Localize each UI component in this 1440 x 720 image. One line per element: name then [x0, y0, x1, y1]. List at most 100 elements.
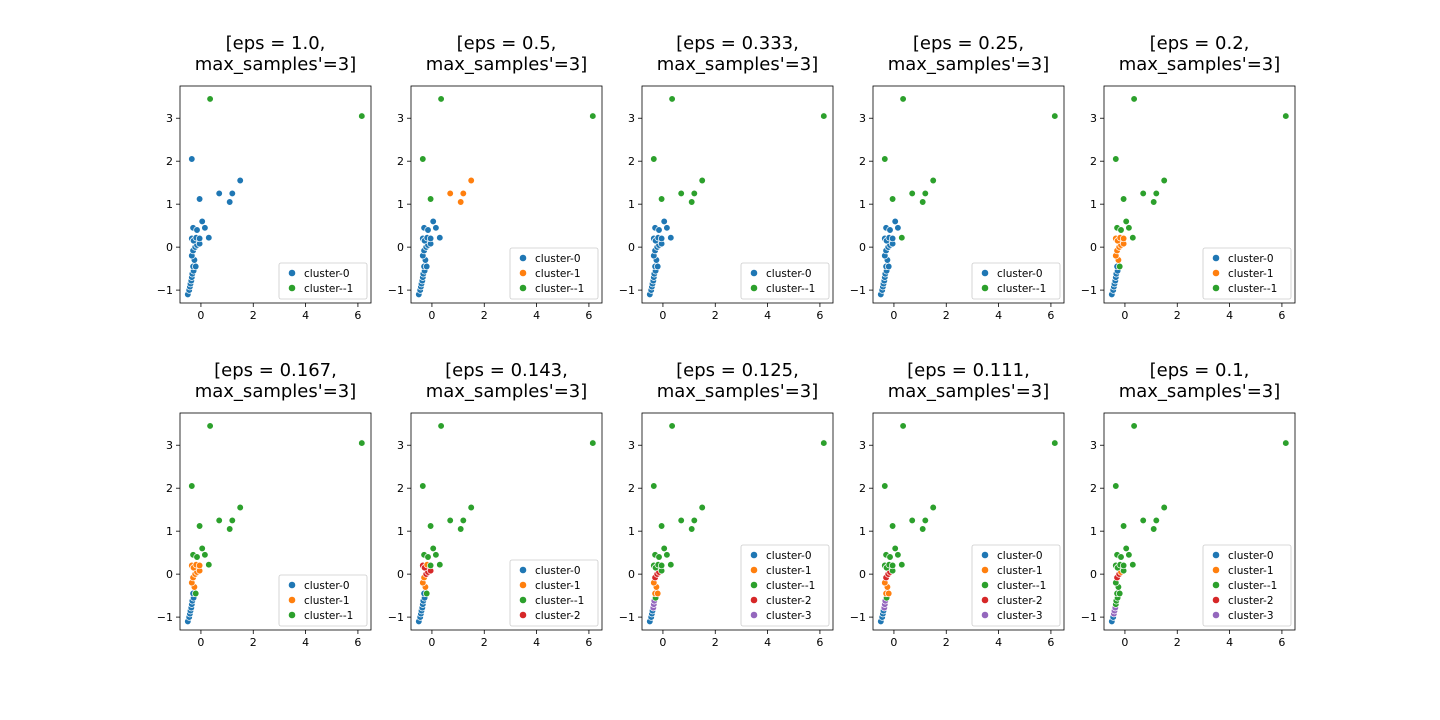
- y-tick-label: −1: [850, 284, 866, 297]
- y-tick-label: −1: [619, 284, 635, 297]
- legend-box: [971, 544, 1061, 627]
- subplot-title-line: max_samples'=3]: [888, 381, 1050, 402]
- legend-label: cluster-1: [304, 595, 350, 607]
- x-tick-label: 4: [533, 636, 540, 649]
- legend-marker: [288, 611, 296, 619]
- data-point: [1125, 224, 1133, 232]
- data-point: [1150, 525, 1158, 533]
- x-tick-label: 2: [943, 636, 950, 649]
- data-point: [1051, 439, 1059, 447]
- data-point: [657, 561, 666, 570]
- legend-box: [971, 262, 1061, 300]
- x-tick-label: 0: [197, 636, 204, 649]
- y-tick-label: −1: [157, 611, 173, 624]
- legend-marker: [750, 581, 758, 589]
- legend: cluster-0 cluster-1 cluster--1 cluster-2: [509, 559, 599, 627]
- data-point: [198, 217, 206, 226]
- data-point: [1160, 176, 1168, 185]
- legend-marker: [981, 269, 989, 277]
- y-tick-label: 1: [166, 525, 173, 538]
- legend: cluster-0 cluster-1 cluster--1: [278, 574, 368, 627]
- data-point: [1119, 561, 1128, 570]
- data-point: [663, 551, 671, 559]
- legend-marker: [981, 566, 989, 574]
- legend-label: cluster-3: [997, 610, 1043, 622]
- data-point: [660, 217, 668, 226]
- y-tick-label: 0: [166, 568, 173, 581]
- y-tick-label: 2: [166, 482, 173, 495]
- legend: cluster-0 cluster--1: [971, 262, 1061, 300]
- subplot-title-line: max_samples'=3]: [426, 54, 588, 75]
- x-tick-label: 6: [585, 636, 592, 649]
- subplot-title: [eps = 0.1, max_samples'=3]: [1119, 360, 1281, 402]
- x-tick-label: 6: [816, 636, 823, 649]
- data-point: [668, 422, 676, 430]
- data-point: [698, 176, 706, 185]
- data-point: [437, 95, 445, 103]
- x-tick-label: 0: [659, 309, 666, 322]
- y-tick-label: 2: [166, 155, 173, 168]
- data-point: [667, 561, 675, 569]
- data-point: [1117, 226, 1125, 234]
- data-point: [467, 176, 475, 185]
- legend-label: cluster--1: [304, 283, 353, 295]
- data-point: [881, 482, 889, 490]
- scatter-points: [184, 95, 366, 299]
- data-point: [1122, 217, 1130, 226]
- scatter-points: [415, 95, 597, 299]
- data-point: [1129, 561, 1137, 569]
- data-point: [432, 551, 440, 559]
- data-point: [195, 561, 204, 570]
- legend-box: [278, 262, 368, 300]
- x-tick-label: 0: [428, 636, 435, 649]
- subplot-title-line: [eps = 1.0,: [226, 33, 326, 54]
- data-point: [1119, 195, 1128, 203]
- legend: cluster-0 cluster-1 cluster--1: [509, 247, 599, 300]
- data-point: [894, 224, 902, 232]
- subplot-10: [eps = 0.1, max_samples'=3] 0 2 4 6 −1 0 1 2 3 clus…: [1081, 360, 1296, 649]
- data-point: [1125, 551, 1133, 559]
- subplot-8: [eps = 0.125, max_samples'=3] 0 2 4 6 −1 0 1 2 3 cl…: [619, 360, 834, 649]
- legend-marker: [1212, 254, 1220, 262]
- legend-marker: [750, 596, 758, 604]
- data-point: [193, 226, 201, 234]
- legend-label: cluster-3: [1228, 610, 1274, 622]
- y-tick-label: 2: [859, 155, 866, 168]
- legend-marker: [981, 551, 989, 559]
- data-point: [429, 217, 437, 226]
- scatter-points: [184, 422, 366, 626]
- subplot-title-line: max_samples'=3]: [1119, 381, 1281, 402]
- legend-label: cluster--1: [997, 580, 1046, 592]
- subplot-title-line: max_samples'=3]: [657, 381, 819, 402]
- data-point: [690, 516, 698, 525]
- data-point: [1119, 522, 1128, 530]
- legend-marker: [750, 284, 758, 292]
- data-point: [206, 422, 214, 430]
- data-point: [228, 189, 236, 198]
- data-point: [1139, 516, 1147, 525]
- data-point: [667, 234, 675, 242]
- axes-frame: [179, 85, 372, 304]
- data-point: [198, 544, 206, 553]
- legend: cluster-0 cluster-1 cluster--1 cluster-2 clu…: [1202, 544, 1292, 627]
- data-point: [215, 189, 223, 198]
- axes-frame: [641, 412, 834, 631]
- data-point: [188, 482, 196, 490]
- x-tick-label: 2: [1174, 636, 1181, 649]
- x-tick-label: 2: [250, 636, 257, 649]
- data-point: [657, 234, 666, 243]
- data-point: [886, 226, 894, 234]
- legend-label: cluster--1: [304, 610, 353, 622]
- legend-label: cluster-0: [535, 253, 581, 265]
- legend-label: cluster-0: [766, 268, 812, 280]
- data-point: [899, 422, 907, 430]
- legend-marker: [1212, 596, 1220, 604]
- y-tick-label: 1: [859, 525, 866, 538]
- data-point: [1150, 198, 1158, 206]
- subplot-title: [eps = 0.25, max_samples'=3]: [888, 33, 1050, 75]
- data-point: [1122, 544, 1130, 553]
- data-point: [898, 234, 906, 242]
- legend-label: cluster-0: [304, 580, 350, 592]
- data-point: [655, 553, 663, 561]
- y-tick-label: 3: [397, 112, 404, 125]
